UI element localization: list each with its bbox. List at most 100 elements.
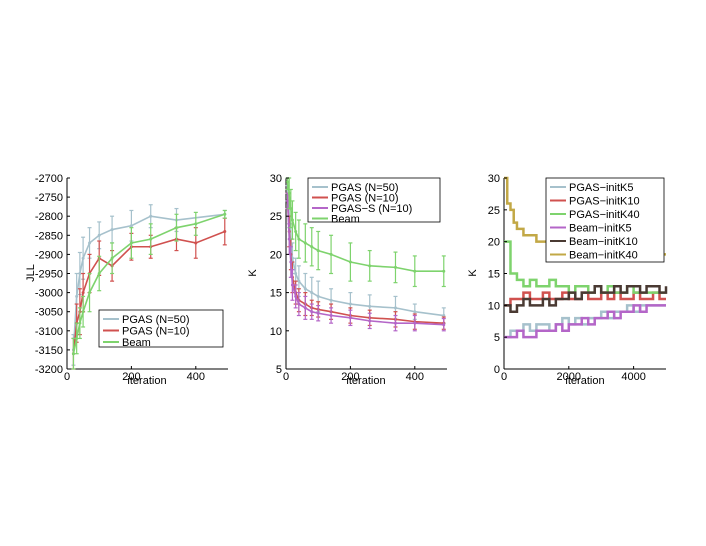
y-tick-label: 5 <box>276 364 282 376</box>
data-point <box>368 319 372 323</box>
legend-label: PGAS (N=10) <box>331 193 399 205</box>
data-point <box>71 352 75 356</box>
y-tick-label: -3100 <box>35 326 63 338</box>
data-point <box>294 294 298 298</box>
legend-label: Beam <box>122 337 151 349</box>
y-tick-label: 10 <box>488 300 500 312</box>
legend-label: Beam−initK10 <box>569 236 638 248</box>
data-point <box>110 256 114 260</box>
data-point <box>442 269 446 273</box>
data-point <box>129 224 133 228</box>
legend-label: PGAS−initK5 <box>569 182 634 194</box>
data-point <box>194 222 198 226</box>
data-point <box>310 245 314 249</box>
data-point <box>413 310 417 314</box>
data-point <box>316 294 320 298</box>
y-tick-label: 5 <box>494 332 500 344</box>
series-layer <box>71 204 227 370</box>
y-tick-label: -2700 <box>35 173 63 185</box>
legend-label: PGAS (N=50) <box>331 182 399 194</box>
x-tick-label: 4000 <box>621 371 645 383</box>
data-point <box>223 229 227 233</box>
data-point <box>368 264 372 268</box>
data-point <box>88 241 92 245</box>
data-point <box>348 316 352 320</box>
x-tick-label: 400 <box>406 371 424 383</box>
y-tick-label: 30 <box>488 173 500 185</box>
data-point <box>348 260 352 264</box>
y-tick-label: 20 <box>488 237 500 249</box>
data-point <box>75 294 79 298</box>
data-point <box>149 237 153 241</box>
y-axis-label: K <box>467 269 479 277</box>
data-point <box>149 214 153 218</box>
data-point <box>286 180 290 184</box>
y-tick-label: -2800 <box>35 211 63 223</box>
data-point <box>303 306 307 310</box>
x-tick-label: 0 <box>64 371 70 383</box>
y-tick-label: 10 <box>270 326 282 338</box>
data-point <box>290 218 294 222</box>
data-point <box>223 212 227 216</box>
data-point <box>442 314 446 318</box>
data-point <box>88 291 92 295</box>
y-tick-label: 30 <box>270 173 282 185</box>
y-tick-label: -2850 <box>35 230 63 242</box>
series-line <box>504 304 666 339</box>
data-point <box>78 272 82 275</box>
x-tick-label: 200 <box>341 371 359 383</box>
data-point <box>294 229 298 233</box>
panel-k-vs-iteration-init: 0 2000 4000 0 5 10 15 20 25 30 iteration K PGAS−i… <box>467 173 668 387</box>
legend-label: PGAS−S (N=10) <box>331 203 412 215</box>
series-line <box>504 304 666 339</box>
data-point <box>393 265 397 269</box>
data-point <box>289 207 293 211</box>
data-point <box>442 323 446 327</box>
legend-label: PGAS (N=10) <box>122 326 190 338</box>
data-point <box>81 256 85 260</box>
data-point <box>287 191 291 195</box>
legend: PGAS (N=50)PGAS (N=10)PGAS−S (N=10)Beam <box>307 177 441 226</box>
data-point <box>287 237 291 241</box>
data-point <box>129 241 133 245</box>
y-tick-label: -3150 <box>35 345 63 357</box>
data-point <box>297 279 301 283</box>
panel-jll-vs-iteration: 0 200 400 -2700 -2750 -2800 -2850 -2900 -2950 -30… <box>25 173 228 387</box>
data-point <box>348 302 352 306</box>
y-tick-label: 25 <box>270 211 282 223</box>
x-tick-label: 2000 <box>557 371 581 383</box>
data-point <box>393 321 397 325</box>
data-point <box>393 306 397 310</box>
x-tick-label: 200 <box>122 371 140 383</box>
x-axis-label: iteration <box>127 375 166 387</box>
y-tick-label: -3050 <box>35 307 63 319</box>
data-point <box>289 260 293 264</box>
data-point <box>97 272 101 275</box>
legend-label: PGAS (N=50) <box>122 314 190 326</box>
legend-label: PGAS−initK40 <box>569 209 640 221</box>
data-point <box>413 321 417 325</box>
data-point <box>413 269 417 273</box>
data-point <box>297 302 301 306</box>
data-point <box>316 249 320 253</box>
x-axis-label: iteration <box>346 375 385 387</box>
data-point <box>110 228 114 232</box>
data-point <box>310 291 314 295</box>
y-tick-label: -3200 <box>35 364 63 376</box>
data-point <box>329 314 333 318</box>
data-point <box>97 233 101 237</box>
legend-label: Beam−initK40 <box>569 250 638 262</box>
ticks-layer: 0 2000 4000 0 5 10 15 20 25 30 <box>488 173 646 383</box>
legend-label: Beam <box>331 214 360 226</box>
y-axis-label: K <box>247 269 259 277</box>
data-point <box>329 298 333 302</box>
data-point <box>310 310 314 314</box>
data-point <box>78 321 82 325</box>
legend-label: PGAS−initK10 <box>569 196 640 208</box>
y-tick-label: 20 <box>270 249 282 261</box>
y-tick-label: 25 <box>488 205 500 217</box>
data-point <box>286 199 290 203</box>
y-tick-label: -2750 <box>35 192 63 204</box>
